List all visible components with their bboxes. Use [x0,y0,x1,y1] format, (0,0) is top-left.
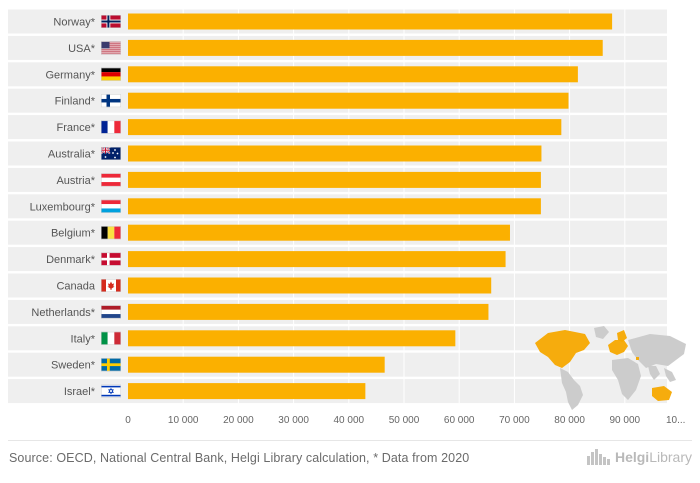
bar[interactable] [128,198,541,215]
x-tick-label: 50 000 [389,415,420,426]
bar[interactable] [128,119,562,136]
bar[interactable] [128,251,506,268]
category-label: Luxembourg* [30,201,96,213]
bar[interactable] [128,171,541,188]
germany-flag-icon [101,67,121,81]
logo-brand: Helgi [614,449,650,465]
category-label: France* [56,122,95,134]
x-tick-label: 20 000 [223,415,254,426]
footer-divider [8,440,692,441]
x-tick-label: 10... [666,415,685,426]
bar[interactable] [128,145,542,162]
bar[interactable] [128,224,510,241]
usa-flag-icon [101,41,121,55]
sweden-flag-icon [101,358,121,372]
logo-suffix: Library [649,449,692,465]
denmark-flag-icon [101,252,121,266]
italy-flag-icon [101,331,121,345]
bar[interactable] [128,66,578,83]
x-tick-label: 40 000 [334,415,365,426]
x-tick-label: 90 000 [610,415,641,426]
bar[interactable] [128,383,366,400]
israel-flag-icon [101,384,121,398]
category-label: USA* [68,43,96,55]
bar[interactable] [128,356,385,373]
map-region [594,326,609,339]
netherlands-flag-icon [101,305,121,319]
map-region [535,330,590,368]
map-region [652,386,672,401]
map-region [664,368,676,382]
category-label: Finland* [55,96,96,108]
bar[interactable] [128,303,489,320]
city-skyline-icon [586,449,610,465]
x-tick-label: 80 000 [554,415,585,426]
france-flag-icon [101,120,121,134]
category-label: Netherlands* [31,307,95,319]
category-label: Denmark* [46,254,96,266]
category-label: Germany* [45,69,95,81]
map-region [636,357,639,360]
map-region [560,368,583,410]
category-label: Israel* [64,386,96,398]
map-region [617,330,627,342]
bar[interactable] [128,277,492,294]
map-region [648,366,660,380]
category-label: Canada [56,281,95,293]
bar[interactable] [128,39,603,56]
x-tick-label: 70 000 [499,415,530,426]
category-label: Italy* [71,333,96,345]
austria-flag-icon [101,173,121,187]
map-region [628,334,686,368]
map-region [608,340,628,355]
australia-flag-icon [101,147,121,160]
norway-flag-icon [101,15,121,28]
bar-chart: Norway* USA* Germany* Finland* France* Austra… [8,9,686,426]
belgium-flag-icon [101,226,121,240]
category-label: Belgium* [51,228,96,240]
x-tick-label: 60 000 [444,415,475,426]
x-tick-label: 10 000 [168,415,199,426]
category-label: Norway* [53,17,95,29]
category-label: Australia* [48,149,96,161]
x-tick-label: 0 [125,415,131,426]
category-label: Sweden* [51,360,96,372]
finland-flag-icon [101,94,121,108]
canada-flag-icon [101,279,121,292]
category-label: Austria* [56,175,95,187]
source-note: Source: OECD, National Central Bank, Hel… [9,451,470,465]
x-tick-label: 30 000 [278,415,309,426]
luxembourg-flag-icon [101,199,121,213]
world-map-icon [535,326,686,410]
map-region [612,358,641,400]
helgi-library-logo[interactable]: Helgi Library [586,449,692,465]
bar[interactable] [128,13,613,30]
bar[interactable] [128,330,456,347]
bar[interactable] [128,92,569,109]
